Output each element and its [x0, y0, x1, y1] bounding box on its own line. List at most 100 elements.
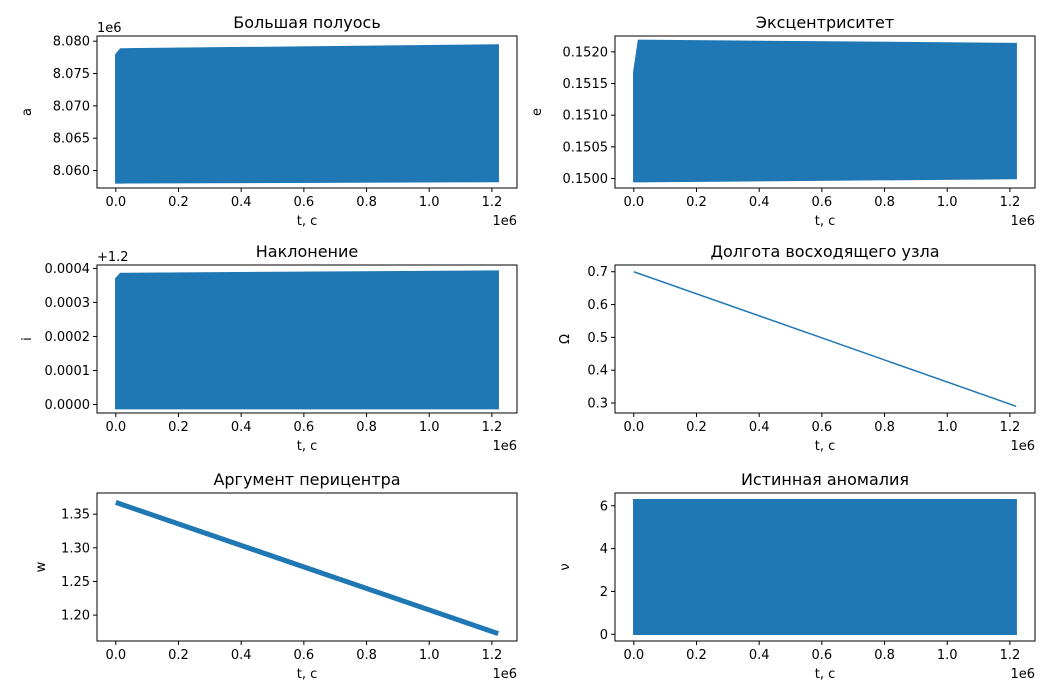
- y-tick-label: 0.0001: [45, 364, 91, 379]
- x-tick-label: 1.0: [937, 195, 958, 210]
- x-offset-text: 1e6: [492, 439, 517, 454]
- x-tick-label: 0.4: [231, 648, 252, 663]
- y-axis-label: ν: [558, 563, 573, 570]
- x-tick-label: 0.4: [231, 195, 252, 210]
- y-axis-label: Ω: [558, 334, 573, 344]
- x-tick-label: 0.0: [105, 420, 126, 435]
- x-tick-label: 1.2: [1000, 648, 1021, 663]
- y-tick-label: 0.0003: [45, 296, 91, 311]
- axes-frame: [614, 35, 1036, 189]
- x-axis-label: t, c: [815, 439, 836, 454]
- y-tick-label: 1.30: [61, 541, 90, 556]
- oscillation-band: [115, 270, 499, 410]
- y-tick-label: 1.25: [61, 575, 90, 590]
- x-tick-label: 0.6: [294, 420, 315, 435]
- series-line: [114, 500, 500, 636]
- x-tick-label: 0.2: [686, 420, 707, 435]
- axes-frame: [96, 492, 518, 642]
- x-tick-label: 1.2: [482, 420, 503, 435]
- y-tick-label: 1.35: [61, 508, 90, 523]
- oscillation-band: [633, 498, 1017, 636]
- x-offset-text: 1e6: [1010, 214, 1035, 229]
- series-1: [633, 39, 1017, 183]
- x-tick-label: 0.8: [356, 420, 377, 435]
- subplot-4: 0.0 0.2 0.4 0.6 0.8 1.0 1.2 0.3 0.4 0.5 0.6 0.7 Долг…: [558, 242, 1036, 454]
- axes-frame: [96, 264, 518, 414]
- y-axis-label: a: [20, 108, 35, 116]
- y-tick-label: 0.0004: [45, 262, 91, 277]
- oscillation-band: [633, 39, 1017, 183]
- x-tick-label: 1.0: [937, 420, 958, 435]
- x-axis-label: t, c: [297, 214, 318, 229]
- series-1: [115, 270, 499, 410]
- y-axis-label: i: [20, 337, 35, 341]
- y-tick-label: 0.1500: [563, 172, 609, 187]
- y-tick-label: 0.6: [587, 298, 608, 313]
- y-tick-label: 8.065: [53, 132, 90, 147]
- x-axis-label: t, c: [815, 214, 836, 229]
- y-axis-label: e: [530, 108, 545, 116]
- x-offset-text: 1e6: [1010, 439, 1035, 454]
- axes-frame: [614, 264, 1036, 414]
- series-line: [633, 271, 1017, 407]
- subplot-title: Большая полуось: [233, 13, 381, 32]
- y-tick-label: 0.7: [587, 265, 608, 280]
- x-tick-label: 1.2: [482, 195, 503, 210]
- x-tick-label: 0.0: [105, 648, 126, 663]
- x-tick-label: 0.2: [168, 420, 189, 435]
- x-tick-label: 0.6: [294, 648, 315, 663]
- y-tick-label: 8.080: [53, 35, 90, 50]
- subplot-5: 0.0 0.2 0.4 0.6 0.8 1.0 1.2 1.20 1.25 1.30 1.35 Арг…: [34, 470, 518, 682]
- y-tick-label: 0: [600, 628, 608, 643]
- series-1: [114, 500, 500, 636]
- y-tick-label: 0.1520: [563, 45, 609, 60]
- y-tick-label: 1.20: [61, 609, 90, 624]
- y-tick-label: 0.0002: [45, 330, 91, 345]
- series-1: [633, 498, 1017, 636]
- x-tick-label: 0.8: [874, 195, 895, 210]
- oscillation-band: [115, 44, 499, 184]
- subplot-2: 0.0 0.2 0.4 0.6 0.8 1.0 1.2 0.1500 0.1505 0.1510 0…: [530, 13, 1036, 229]
- x-tick-label: 0.0: [105, 195, 126, 210]
- x-tick-label: 0.8: [874, 420, 895, 435]
- x-tick-label: 0.2: [686, 195, 707, 210]
- x-axis-label: t, c: [815, 667, 836, 682]
- series-1: [115, 44, 499, 184]
- x-tick-label: 0.0: [623, 420, 644, 435]
- x-tick-label: 0.6: [812, 648, 833, 663]
- x-tick-label: 1.2: [1000, 195, 1021, 210]
- x-tick-label: 0.4: [231, 420, 252, 435]
- x-tick-label: 0.0: [623, 195, 644, 210]
- subplot-title: Долгота восходящего узла: [710, 242, 939, 261]
- subplot-title: Аргумент перицентра: [213, 470, 400, 489]
- x-offset-text: 1e6: [492, 667, 517, 682]
- y-offset-text: +1.2: [97, 250, 129, 265]
- y-tick-label: 8.075: [53, 67, 90, 82]
- y-tick-label: 0.1510: [563, 109, 609, 124]
- y-tick-label: 0.4: [587, 364, 608, 379]
- y-offset-text: 1e6: [97, 21, 122, 36]
- series-1: [633, 271, 1017, 407]
- x-tick-label: 0.6: [812, 420, 833, 435]
- y-tick-label: 0.5: [587, 331, 608, 346]
- y-tick-label: 0.1505: [563, 140, 609, 155]
- x-tick-label: 0.2: [168, 648, 189, 663]
- y-tick-label: 8.060: [53, 164, 90, 179]
- y-tick-label: 2: [600, 585, 608, 600]
- x-axis-label: t, c: [297, 667, 318, 682]
- x-tick-label: 0.6: [294, 195, 315, 210]
- x-tick-label: 0.8: [874, 648, 895, 663]
- x-axis-label: t, c: [297, 439, 318, 454]
- subplot-title: Истинная аномалия: [741, 470, 909, 489]
- x-tick-label: 0.4: [749, 420, 770, 435]
- axes-frame: [614, 492, 1036, 642]
- x-tick-label: 1.0: [419, 648, 440, 663]
- y-tick-label: 0.0000: [45, 398, 91, 413]
- x-tick-label: 0.2: [168, 195, 189, 210]
- x-tick-label: 0.0: [623, 648, 644, 663]
- x-offset-text: 1e6: [492, 214, 517, 229]
- subplot-title: Наклонение: [256, 242, 359, 261]
- x-offset-text: 1e6: [1010, 667, 1035, 682]
- subplot-3: 0.0 0.2 0.4 0.6 0.8 1.0 1.2 0.0000 0.0001 0.0002 0…: [20, 242, 518, 454]
